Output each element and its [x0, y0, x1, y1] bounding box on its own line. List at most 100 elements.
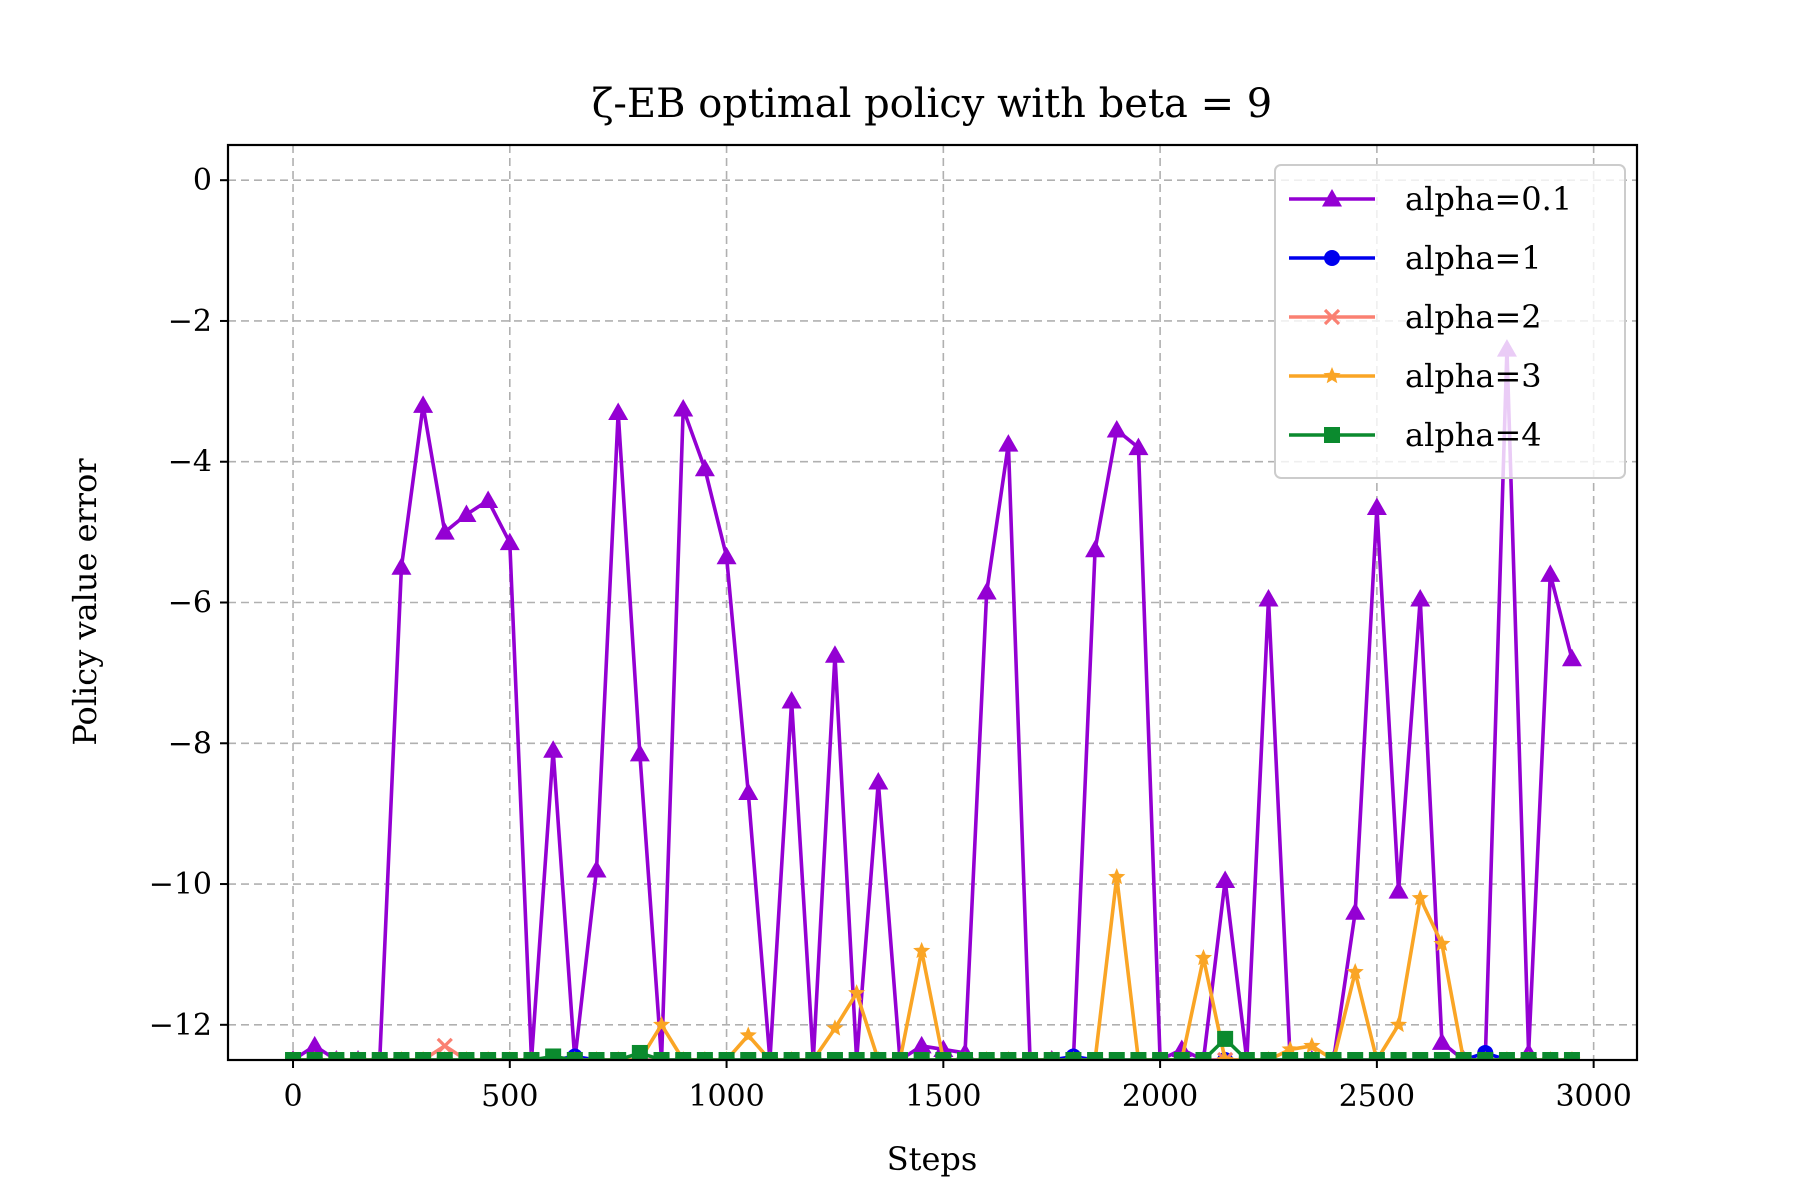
- data-point: [610, 1052, 627, 1060]
- data-point: [1108, 1052, 1125, 1060]
- series-line: [292, 347, 1574, 1060]
- data-point: [826, 1052, 843, 1060]
- data-point: [824, 645, 845, 663]
- data-point: [868, 771, 889, 790]
- data-point: [1130, 1052, 1147, 1060]
- x-tick-label: 1000: [688, 1079, 764, 1114]
- legend-marker: [1324, 250, 1340, 266]
- data-point: [306, 1052, 323, 1060]
- data-point: [1540, 564, 1561, 582]
- data-point: [478, 490, 499, 508]
- legend-label: alpha=1: [1405, 239, 1542, 277]
- data-point: [1152, 1052, 1169, 1060]
- data-point: [1282, 1052, 1299, 1060]
- legend-item: alpha=3: [1289, 357, 1542, 395]
- x-axis-label: Steps: [887, 1140, 978, 1178]
- data-point: [413, 395, 434, 413]
- data-point: [1022, 1052, 1039, 1060]
- legend-marker: [1323, 367, 1341, 384]
- legend-item: alpha=2: [1289, 298, 1542, 336]
- data-point: [1238, 1052, 1255, 1060]
- data-point: [1433, 1052, 1450, 1060]
- data-point: [1345, 902, 1366, 920]
- data-point: [1303, 1052, 1320, 1060]
- data-point: [545, 1048, 562, 1060]
- y-tick-label: −12: [149, 1008, 212, 1043]
- data-point: [436, 1037, 453, 1055]
- series-alpha=4: [285, 1030, 1580, 1060]
- data-point: [1347, 1052, 1364, 1060]
- data-point: [586, 859, 607, 878]
- data-point: [998, 434, 1019, 452]
- data-point: [781, 691, 802, 709]
- data-point: [848, 1052, 865, 1060]
- data-point: [694, 458, 715, 477]
- x-tick-label: 2000: [1122, 1079, 1198, 1114]
- data-point: [739, 1026, 757, 1043]
- data-point: [1431, 1032, 1452, 1050]
- data-point: [913, 941, 931, 959]
- data-point: [1215, 870, 1236, 889]
- x-tick-label: 1500: [905, 1079, 981, 1114]
- data-point: [1433, 934, 1451, 952]
- data-point: [1390, 1052, 1407, 1060]
- data-point: [1258, 588, 1279, 607]
- data-point: [285, 1052, 302, 1060]
- data-point: [480, 1052, 497, 1060]
- data-point: [718, 1052, 735, 1060]
- data-point: [978, 1052, 995, 1060]
- data-point: [391, 557, 412, 575]
- data-point: [631, 1044, 648, 1060]
- legend-marker: [1324, 427, 1340, 443]
- data-point: [434, 522, 455, 540]
- data-point: [738, 782, 759, 801]
- data-point: [870, 1052, 887, 1060]
- data-point: [1389, 1015, 1408, 1033]
- data-point: [588, 1052, 605, 1060]
- y-axis-label: Policy value error: [66, 458, 104, 746]
- y-tick-label: 0: [193, 163, 212, 198]
- data-point: [783, 1052, 800, 1060]
- data-point: [1563, 1052, 1580, 1060]
- data-point: [913, 1052, 930, 1060]
- data-point: [652, 1015, 671, 1033]
- legend-box: [1274, 164, 1626, 479]
- data-point: [1412, 1052, 1429, 1060]
- data-point: [1561, 648, 1582, 667]
- legend-label: alpha=3: [1405, 357, 1542, 395]
- y-tick-label: −2: [168, 304, 212, 339]
- y-tick-label: −10: [149, 867, 212, 902]
- legend-item: alpha=0.1: [1289, 180, 1572, 218]
- data-point: [891, 1052, 908, 1060]
- data-point: [957, 1052, 974, 1060]
- data-point: [1477, 1052, 1494, 1060]
- data-point: [1346, 963, 1364, 980]
- x-tick-label: 2500: [1339, 1079, 1415, 1114]
- legend-label: alpha=4: [1405, 416, 1542, 454]
- data-point: [1216, 1051, 1234, 1060]
- data-point: [848, 984, 866, 1001]
- data-point: [456, 504, 477, 523]
- legend-item: alpha=1: [1289, 239, 1542, 277]
- data-point: [1173, 1052, 1190, 1060]
- data-point: [328, 1052, 345, 1060]
- data-point: [1368, 1052, 1385, 1060]
- data-point: [805, 1052, 822, 1060]
- data-point: [1388, 881, 1409, 899]
- data-point: [458, 1052, 475, 1060]
- legend-label: alpha=0.1: [1405, 180, 1572, 218]
- data-point: [976, 581, 997, 600]
- y-tick-label: −6: [168, 586, 212, 621]
- y-tick-label: −8: [168, 726, 212, 761]
- data-point: [393, 1052, 410, 1060]
- data-point: [1106, 420, 1127, 438]
- data-point: [543, 740, 564, 758]
- data-point: [740, 1052, 757, 1060]
- data-point: [761, 1052, 778, 1060]
- plot-series: [284, 339, 1582, 1060]
- data-point: [501, 1052, 518, 1060]
- chart-title: ζ-EB optimal policy with beta = 9: [592, 81, 1273, 127]
- data-point: [935, 1052, 952, 1060]
- data-point: [1520, 1052, 1537, 1060]
